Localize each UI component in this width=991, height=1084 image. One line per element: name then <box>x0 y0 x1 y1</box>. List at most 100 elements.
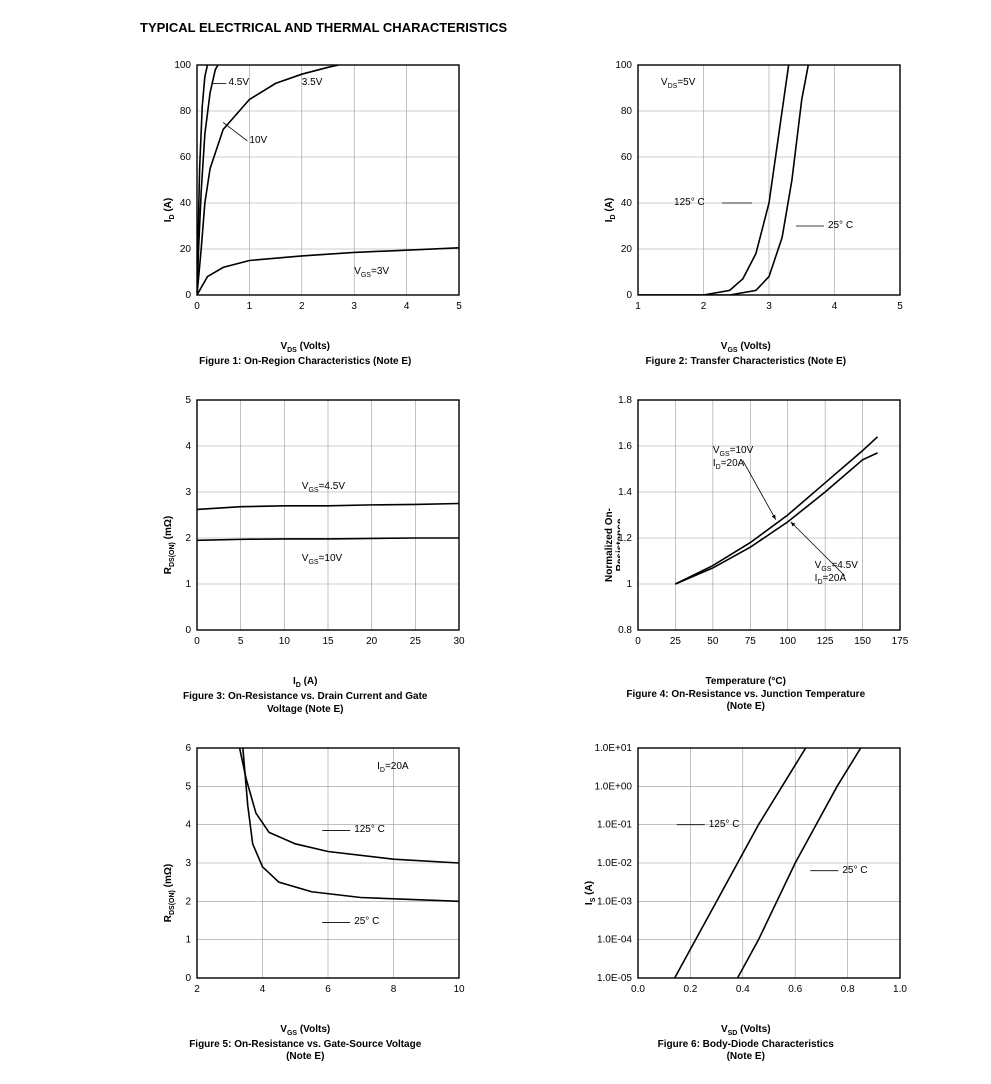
svg-text:60: 60 <box>180 152 192 163</box>
svg-text:0: 0 <box>186 625 192 636</box>
svg-text:5: 5 <box>186 781 192 792</box>
svg-text:3: 3 <box>766 301 772 312</box>
svg-text:20: 20 <box>180 244 192 255</box>
chart-grid: 012345020406080100ID (A)4.5V3.5V10VVGS=3… <box>100 47 951 1064</box>
fig1-caption: VDS (Volts) Figure 1: On-Region Characte… <box>199 341 411 368</box>
svg-text:4: 4 <box>260 984 266 995</box>
svg-text:1.6: 1.6 <box>618 441 632 452</box>
svg-text:15: 15 <box>323 636 335 647</box>
svg-text:4: 4 <box>186 441 192 452</box>
svg-text:25: 25 <box>410 636 422 647</box>
svg-text:100: 100 <box>779 636 796 647</box>
svg-text:1: 1 <box>635 301 641 312</box>
fig5-cell: 2468100123456RDS(ON) (mΩ)ID=20A125° C25°… <box>100 730 511 1064</box>
svg-text:150: 150 <box>854 636 871 647</box>
svg-text:40: 40 <box>621 198 633 209</box>
svg-text:0: 0 <box>626 290 632 301</box>
svg-text:6: 6 <box>325 984 331 995</box>
svg-text:4: 4 <box>831 301 837 312</box>
fig4-cell: 02550751001251501750.811.21.41.61.8Norma… <box>541 382 952 716</box>
svg-text:5: 5 <box>456 301 462 312</box>
svg-text:1: 1 <box>186 579 192 590</box>
svg-text:1.0E+01: 1.0E+01 <box>594 743 632 754</box>
svg-text:100: 100 <box>615 60 632 71</box>
svg-text:100: 100 <box>175 60 192 71</box>
fig5-xlabel: VGS (Volts) <box>280 1024 330 1035</box>
fig1-xlabel: VDS (Volts) <box>280 341 330 352</box>
fig2-cell: 12345020406080100ID (A)VDS=5V125° C25° C… <box>541 47 952 368</box>
svg-text:75: 75 <box>744 636 756 647</box>
fig1-cell: 012345020406080100ID (A)4.5V3.5V10VVGS=3… <box>100 47 511 368</box>
svg-text:1.0: 1.0 <box>893 984 907 995</box>
svg-text:2: 2 <box>186 533 192 544</box>
page-title: TYPICAL ELECTRICAL AND THERMAL CHARACTER… <box>140 20 951 35</box>
svg-text:1: 1 <box>186 935 192 946</box>
fig6-caption: VSD (Volts) Figure 6: Body-Diode Charact… <box>658 1024 834 1064</box>
svg-text:5: 5 <box>186 395 192 406</box>
fig4-chart: 02550751001251501750.811.21.41.61.8Norma… <box>566 382 926 672</box>
fig6-cell: 0.0 0.2 0.4 0.6 0.8 1.0 1.0E-05 1.0E-04 1.0E-03 1… <box>541 730 952 1064</box>
svg-text:0.8: 0.8 <box>840 984 854 995</box>
svg-text:1.2: 1.2 <box>618 533 632 544</box>
fig6-xlabel: VSD (Volts) <box>721 1024 771 1035</box>
svg-text:1.4: 1.4 <box>618 487 632 498</box>
svg-text:1.0E-01: 1.0E-01 <box>597 820 632 831</box>
svg-text:60: 60 <box>621 152 633 163</box>
svg-text:0.0: 0.0 <box>631 984 645 995</box>
svg-text:2: 2 <box>194 984 200 995</box>
fig6-title: Figure 6: Body-Diode Characteristics(Not… <box>658 1039 834 1064</box>
svg-text:25: 25 <box>670 636 682 647</box>
svg-text:4: 4 <box>404 301 410 312</box>
fig1-title: Figure 1: On-Region Characteristics (Not… <box>199 356 411 369</box>
svg-text:5: 5 <box>238 636 244 647</box>
svg-text:10: 10 <box>279 636 291 647</box>
svg-text:0: 0 <box>635 636 641 647</box>
fig3-caption: ID (A) Figure 3: On-Resistance vs. Drain… <box>183 676 428 716</box>
svg-text:2: 2 <box>299 301 305 312</box>
svg-text:2: 2 <box>700 301 706 312</box>
svg-text:1.0E-03: 1.0E-03 <box>597 896 632 907</box>
fig3-title: Figure 3: On-Resistance vs. Drain Curren… <box>183 691 428 716</box>
svg-text:40: 40 <box>180 198 192 209</box>
fig4-title: Figure 4: On-Resistance vs. Junction Tem… <box>626 689 865 714</box>
svg-text:3: 3 <box>186 487 192 498</box>
svg-text:6: 6 <box>186 743 192 754</box>
svg-text:0.4: 0.4 <box>736 984 750 995</box>
fig1-chart: 012345020406080100ID (A)4.5V3.5V10VVGS=3… <box>125 47 485 337</box>
fig4-xlabel: Temperature (°C) <box>705 676 786 687</box>
fig5-caption: VGS (Volts) Figure 5: On-Resistance vs. … <box>189 1024 421 1064</box>
fig6-chart: 0.0 0.2 0.4 0.6 0.8 1.0 1.0E-05 1.0E-04 1.0E-03 1… <box>566 730 926 1020</box>
fig5-title: Figure 5: On-Resistance vs. Gate-Source … <box>189 1039 421 1064</box>
svg-text:80: 80 <box>621 106 633 117</box>
svg-text:1.0E-02: 1.0E-02 <box>597 858 632 869</box>
fig2-caption: VGS (Volts) Figure 2: Transfer Character… <box>645 341 846 368</box>
svg-text:50: 50 <box>707 636 719 647</box>
svg-text:1.0E-04: 1.0E-04 <box>597 935 632 946</box>
svg-text:0.6: 0.6 <box>788 984 802 995</box>
svg-text:0.2: 0.2 <box>683 984 697 995</box>
fig2-title: Figure 2: Transfer Characteristics (Note… <box>645 356 846 369</box>
svg-text:30: 30 <box>454 636 466 647</box>
fig4-caption: Temperature (°C) Figure 4: On-Resistance… <box>626 676 865 714</box>
svg-text:80: 80 <box>180 106 192 117</box>
svg-text:5: 5 <box>897 301 903 312</box>
svg-text:0: 0 <box>186 290 192 301</box>
svg-text:1.0E+00: 1.0E+00 <box>594 781 632 792</box>
svg-text:175: 175 <box>891 636 908 647</box>
fig3-xlabel: ID (A) <box>293 676 318 687</box>
fig3-chart: 051015202530012345RDS(ON) (mΩ)VGS=4.5VVG… <box>125 382 485 672</box>
svg-text:0: 0 <box>186 973 192 984</box>
svg-text:2: 2 <box>186 896 192 907</box>
fig3-cell: 051015202530012345RDS(ON) (mΩ)VGS=4.5VVG… <box>100 382 511 716</box>
svg-text:20: 20 <box>366 636 378 647</box>
svg-text:10: 10 <box>454 984 466 995</box>
svg-text:3: 3 <box>352 301 358 312</box>
svg-text:20: 20 <box>621 244 633 255</box>
svg-text:0.8: 0.8 <box>618 625 632 636</box>
svg-text:1.0E-05: 1.0E-05 <box>597 973 632 984</box>
svg-text:3: 3 <box>186 858 192 869</box>
fig2-chart: 12345020406080100ID (A)VDS=5V125° C25° C <box>566 47 926 337</box>
fig2-xlabel: VGS (Volts) <box>721 341 771 352</box>
svg-text:0: 0 <box>194 636 200 647</box>
svg-text:8: 8 <box>391 984 397 995</box>
